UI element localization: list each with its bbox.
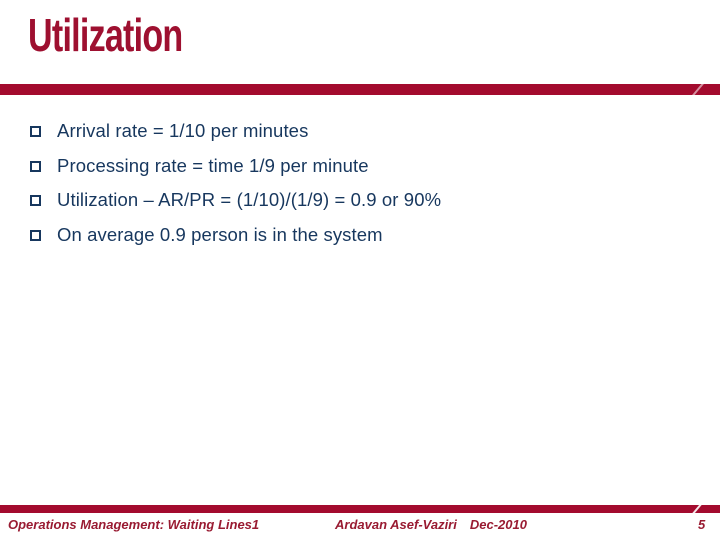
- footer-author-date: Ardavan Asef-Vaziri Dec-2010: [335, 517, 527, 532]
- footer-date: Dec-2010: [469, 517, 527, 532]
- footer-divider-bar: [0, 501, 720, 517]
- list-item: Utilization – AR/PR = (1/10)/(1/9) = 0.9…: [30, 183, 670, 218]
- page-number: 5: [698, 517, 706, 532]
- bullet-text-average-person: On average 0.9 person is in the system: [57, 224, 383, 246]
- list-item: On average 0.9 person is in the system: [30, 218, 670, 253]
- footer-author: Ardavan Asef-Vaziri: [335, 517, 457, 532]
- square-bullet-icon: [30, 160, 41, 172]
- square-bullet-icon: [30, 195, 41, 207]
- bullet-text-utilization: Utilization – AR/PR = (1/10)/(1/9) = 0.9…: [57, 189, 442, 211]
- square-bullet-icon: [30, 126, 41, 138]
- divider-notch: [690, 501, 704, 517]
- bullet-text-processing-rate: Processing rate = time 1/9 per minute: [57, 154, 369, 176]
- bullet-list: Arrival rate = 1/10 per minutes Processi…: [30, 114, 670, 252]
- list-item: Processing rate = time 1/9 per minute: [30, 149, 670, 184]
- list-item: Arrival rate = 1/10 per minutes: [30, 114, 670, 149]
- slide-title: Utilization: [28, 9, 183, 61]
- divider-notch: [691, 81, 705, 98]
- title-divider-bar: [0, 81, 720, 98]
- square-bullet-icon: [30, 230, 41, 242]
- bullet-text-arrival-rate: Arrival rate = 1/10 per minutes: [57, 120, 309, 142]
- footer-course-title: Operations Management: Waiting Lines1: [8, 517, 260, 532]
